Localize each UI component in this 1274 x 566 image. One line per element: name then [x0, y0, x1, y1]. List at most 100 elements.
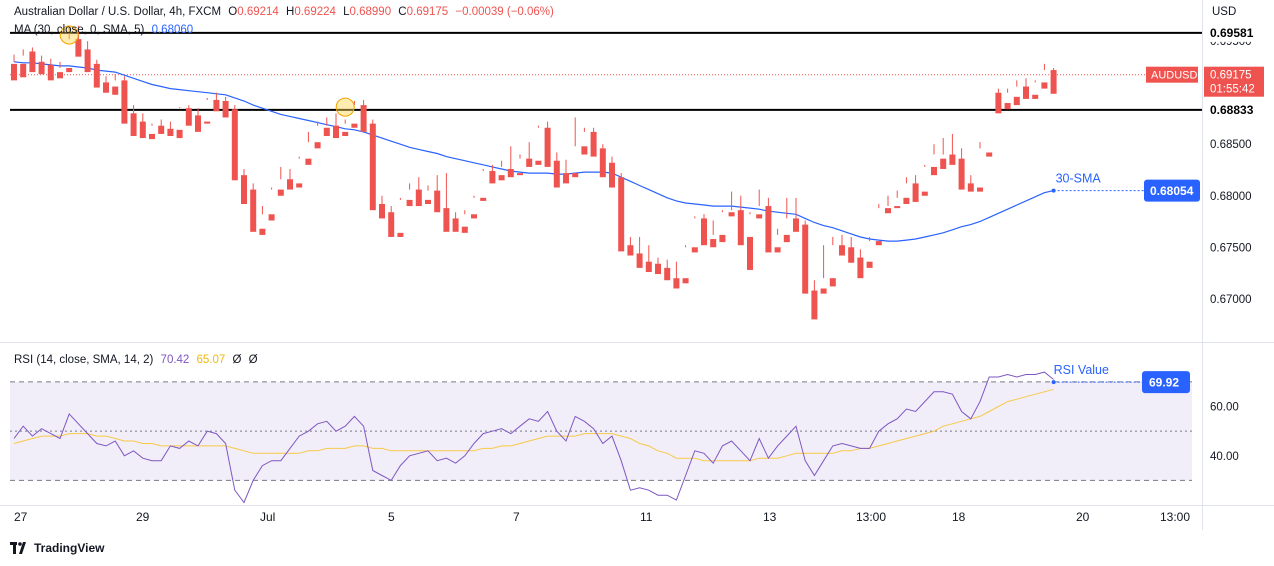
candle-down: [185, 108, 192, 126]
support-level-label: 0.68833: [1210, 103, 1254, 117]
candle-down: [967, 183, 974, 192]
candle-down: [774, 247, 781, 253]
rsi-legend-extra-1: Ø: [232, 354, 242, 366]
high-label: H: [286, 6, 295, 18]
high-value: 0.69224: [294, 6, 336, 18]
candle-down: [912, 183, 919, 202]
candle-down: [1050, 70, 1057, 94]
candle-down: [489, 171, 496, 184]
ma-legend-value: 0.68060: [151, 24, 194, 36]
candle-down: [406, 199, 413, 207]
rsi-tick-label: 60.00: [1210, 402, 1239, 414]
candle-down: [158, 125, 165, 134]
candle-down: [250, 189, 257, 232]
candle-down: [29, 51, 36, 73]
candle-down: [11, 63, 17, 81]
candle-down: [894, 206, 901, 209]
candle-down: [986, 152, 993, 157]
candle-down: [728, 212, 735, 217]
rsi-value-tag: [1142, 371, 1190, 394]
candle-down: [342, 131, 349, 136]
time-tick-label: 29: [136, 510, 150, 524]
candle-down: [259, 228, 266, 235]
candle-down: [691, 247, 698, 253]
candle-down: [66, 68, 73, 73]
candle-down: [241, 175, 247, 204]
candle-down: [866, 261, 873, 268]
candle-down: [277, 189, 284, 196]
close-label: C: [398, 6, 407, 18]
candle-down: [710, 239, 717, 248]
time-tick-label: 11: [640, 510, 653, 524]
candle-down: [498, 175, 505, 181]
time-tick-label: 20: [1076, 510, 1090, 524]
candle-down: [296, 183, 303, 188]
candle-down: [581, 146, 588, 155]
rsi-legend-label: RSI (14, close, SMA, 14, 2): [14, 354, 154, 366]
candle-down: [765, 206, 772, 253]
last-price-label: 0.69175: [1210, 70, 1252, 82]
candle-down: [195, 115, 201, 132]
candle-down: [231, 109, 238, 181]
candle-down: [204, 121, 211, 124]
candle-down: [958, 158, 965, 190]
countdown-label: 01:55:42: [1210, 84, 1255, 96]
candle-down: [802, 224, 809, 294]
candle-down: [305, 158, 312, 165]
candle-down: [57, 72, 63, 79]
candle-down: [434, 190, 441, 213]
candle-down: [977, 187, 983, 192]
low-value: 0.68990: [349, 6, 392, 18]
candle-down: [38, 61, 45, 75]
candle-down: [995, 92, 1002, 114]
candle-down: [627, 245, 634, 256]
currency-label: USD: [1212, 6, 1237, 18]
candle-down: [875, 241, 882, 246]
candle-down: [397, 232, 404, 237]
candle-down: [213, 99, 220, 112]
price-tick-label: 0.68000: [1210, 191, 1252, 203]
candle-down: [1013, 96, 1020, 106]
candle-down: [783, 234, 790, 243]
price-tick-label: 0.67500: [1210, 242, 1252, 254]
candle-down: [793, 218, 799, 232]
candle-down: [121, 80, 128, 124]
candle-down: [747, 236, 753, 270]
candle-down: [287, 179, 293, 190]
candle-down: [139, 121, 146, 139]
candle-down: [167, 128, 174, 136]
candle-down: [149, 133, 155, 140]
candle-down: [535, 160, 542, 165]
rsi-legend[interactable]: RSI (14, close, SMA, 14, 2) 70.42 65.07 …: [14, 354, 262, 366]
time-tick-label: Jul: [260, 510, 275, 524]
change-value: −0.00039 (−0.06%): [455, 6, 554, 18]
candle-down: [1041, 82, 1048, 89]
open-label: O: [228, 6, 238, 18]
candle-down: [682, 278, 689, 284]
candle-down: [526, 158, 533, 167]
symbol-title: Australian Dollar / U.S. Dollar, 4h, FXC…: [14, 6, 222, 18]
candle-down: [618, 177, 625, 252]
candle-down: [820, 288, 827, 294]
candle-down: [130, 113, 137, 136]
swing-point-marker: [335, 97, 355, 117]
candle-down: [112, 86, 119, 95]
symbol-tag: [1146, 66, 1198, 83]
candle-down: [599, 148, 606, 178]
ma-legend[interactable]: MA (30, close, 0, SMA, 5) 0.68060: [14, 24, 197, 36]
candle-down: [701, 218, 707, 246]
candle-down: [323, 127, 330, 136]
candle-down: [756, 214, 763, 219]
tradingview-logo-icon: [10, 542, 26, 554]
resistance-level-label: 0.69581: [1210, 26, 1254, 40]
candle-down: [857, 257, 864, 279]
tradingview-watermark[interactable]: TradingView: [10, 541, 104, 555]
price-tick-label: 0.68500: [1210, 139, 1252, 151]
time-tick-label: 5: [388, 510, 395, 524]
time-tick-label: 13:00: [856, 510, 886, 524]
sma-value-label: 0.68054: [1150, 184, 1194, 198]
candle-down: [415, 189, 422, 207]
candle-down: [719, 234, 726, 243]
time-tick-label: 27: [14, 510, 28, 524]
